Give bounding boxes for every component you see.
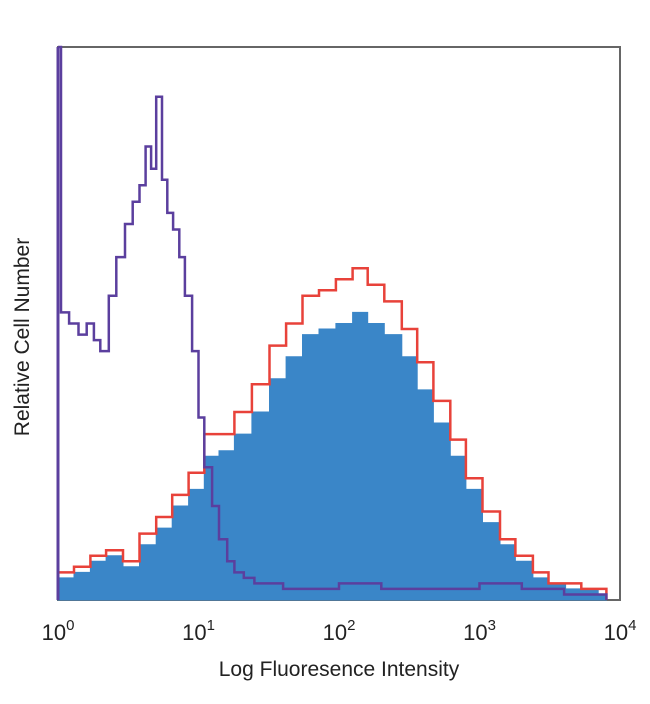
x-tick-exponent: 2 (347, 617, 355, 634)
x-tick-label: 101 (182, 617, 215, 645)
x-tick-exponent: 3 (488, 617, 496, 634)
x-tick-exponent: 0 (66, 617, 74, 634)
series-0-filled-histogram (57, 311, 607, 601)
series-layer (57, 45, 608, 601)
x-tick-label: 102 (323, 617, 356, 645)
series-2-outline-histogram (58, 45, 608, 600)
x-tick-base: 10 (463, 620, 487, 645)
x-tick-base: 10 (323, 620, 347, 645)
x-tick-exponent: 1 (207, 617, 215, 634)
x-tick-exponent: 4 (628, 617, 636, 634)
x-tick-base: 10 (604, 620, 628, 645)
x-tick-base: 10 (182, 620, 206, 645)
x-axis-label: Log Fluoresence Intensity (219, 658, 460, 681)
x-tick-labels: 100 101 102 103 104 (42, 617, 637, 645)
y-axis-label: Relative Cell Number (11, 238, 34, 436)
x-tick-label: 100 (42, 617, 75, 645)
x-tick-label: 104 (604, 617, 637, 645)
series-1-outline-histogram (58, 266, 608, 600)
x-tick-label: 103 (463, 617, 496, 645)
x-tick-base: 10 (42, 620, 66, 645)
